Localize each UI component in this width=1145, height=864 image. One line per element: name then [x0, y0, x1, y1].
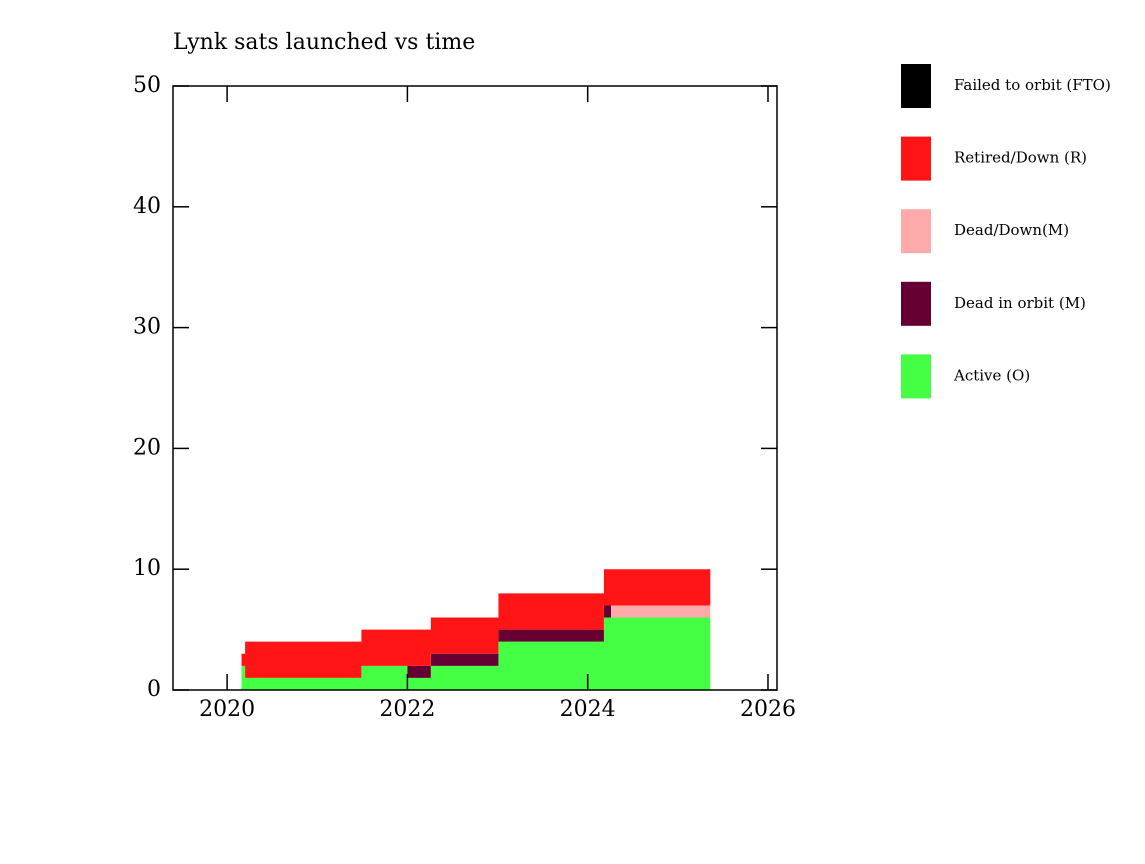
- area: [241, 605, 711, 678]
- legend-label: Dead/Down(M): [954, 221, 1069, 239]
- legend-label: Dead in orbit (M): [954, 294, 1086, 312]
- legend-swatch: [901, 136, 931, 181]
- legend-label: Failed to orbit (FTO): [954, 76, 1111, 94]
- area: [241, 617, 711, 690]
- area: [241, 605, 711, 678]
- area: [241, 569, 711, 678]
- y-tick-label: 30: [133, 315, 161, 340]
- legend-swatch: [901, 281, 931, 326]
- x-tick-label: 2022: [379, 697, 435, 722]
- legend-swatch: [901, 354, 931, 399]
- y-tick-label: 0: [147, 677, 161, 702]
- x-tick-label: 2024: [560, 697, 616, 722]
- y-tick-label: 40: [133, 194, 161, 219]
- y-tick-label: 50: [133, 73, 161, 98]
- legend-label: Active (O): [953, 366, 1030, 384]
- x-tick-label: 2020: [199, 697, 255, 722]
- legend-swatch: [901, 64, 931, 108]
- chart-title: Lynk sats launched vs time: [173, 30, 475, 55]
- y-tick-label: 20: [133, 435, 161, 460]
- y-tick-label: 10: [133, 556, 161, 581]
- x-tick-label: 2026: [740, 697, 796, 722]
- plot-frame: [172, 85, 778, 691]
- legend-label: Retired/Down (R): [954, 149, 1087, 167]
- legend-swatch: [901, 209, 931, 254]
